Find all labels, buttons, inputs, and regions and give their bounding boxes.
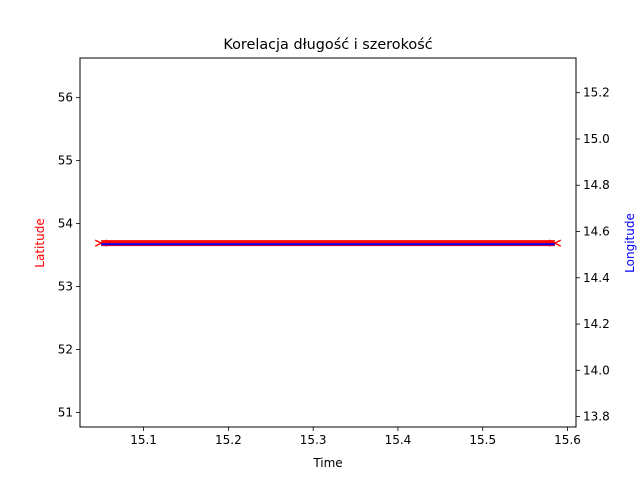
x-tick-label: 15.3: [300, 433, 327, 447]
right-y-tick-label: 13.8: [583, 410, 610, 424]
x-tick-label: 15.5: [469, 433, 496, 447]
right-y-tick-label: 15.0: [583, 132, 610, 146]
plot-frame: [79, 57, 577, 428]
right-y-tick-label: 15.2: [583, 86, 610, 100]
right-y-tick-label: 14.2: [583, 317, 610, 331]
x-tick-label: 15.4: [385, 433, 412, 447]
right-y-axis-ticks: 13.8 14.0 14.2 14.4 14.6 14.8 15.0 15.2: [576, 86, 610, 424]
x-tick-label: 15.2: [215, 433, 242, 447]
left-y-axis-title: Latitude: [33, 218, 47, 267]
chart-title: Korelacja długość i szerokość: [223, 37, 432, 53]
right-y-tick-label: 14.0: [583, 363, 610, 377]
left-y-tick-label: 55: [58, 154, 73, 168]
left-y-tick-label: 53: [58, 280, 73, 294]
left-y-tick-label: 56: [58, 91, 73, 105]
left-y-tick-label: 51: [58, 406, 73, 420]
right-y-tick-label: 14.6: [583, 225, 610, 239]
right-y-tick-label: 14.4: [583, 271, 610, 285]
series-layer: [94, 239, 562, 247]
left-y-tick-label: 52: [58, 343, 73, 357]
x-tick-label: 15.6: [554, 433, 581, 447]
left-y-axis-ticks: 51 52 53 54 55 56: [58, 91, 80, 420]
right-y-axis-title: Longitude: [623, 213, 637, 273]
x-axis-title: Time: [312, 456, 342, 470]
left-y-tick-label: 54: [58, 217, 73, 231]
x-axis-ticks: 15.1 15.2 15.3 15.4 15.5 15.6: [130, 427, 581, 447]
x-tick-label: 15.1: [130, 433, 157, 447]
right-y-tick-label: 14.8: [583, 178, 610, 192]
